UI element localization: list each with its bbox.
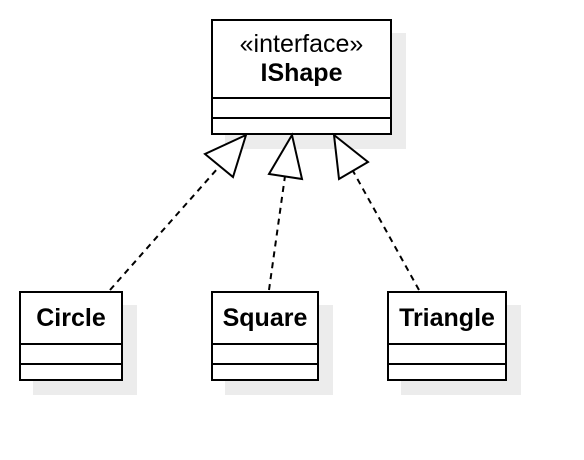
- class-header-square: Square: [213, 293, 317, 345]
- class-box-circle[interactable]: Circle: [19, 291, 123, 381]
- class-header-triangle: Triangle: [389, 293, 505, 345]
- attributes-compartment-ishape: [213, 99, 390, 119]
- realization-arrowhead-circle: [203, 133, 248, 179]
- class-header-ishape: «interface» IShape: [213, 21, 390, 99]
- class-box-square[interactable]: Square: [211, 291, 319, 381]
- realization-line-triangle: [352, 170, 420, 291]
- class-name-triangle: Triangle: [399, 304, 495, 332]
- attributes-compartment-triangle: [389, 345, 505, 365]
- class-box-triangle[interactable]: Triangle: [387, 291, 507, 381]
- class-header-circle: Circle: [21, 293, 121, 345]
- attributes-compartment-circle: [21, 345, 121, 365]
- realization-line-square: [268, 175, 286, 291]
- realization-line-circle: [109, 167, 219, 291]
- realization-arrowhead-triangle: [332, 132, 370, 181]
- class-name-ishape: IShape: [260, 59, 343, 87]
- stereotype-label: «interface»: [239, 30, 364, 58]
- class-name-square: Square: [222, 304, 308, 332]
- realization-arrowhead-square: [267, 132, 304, 181]
- attributes-compartment-square: [213, 345, 317, 365]
- class-box-ishape[interactable]: «interface» IShape: [211, 19, 392, 135]
- class-name-circle: Circle: [36, 304, 106, 332]
